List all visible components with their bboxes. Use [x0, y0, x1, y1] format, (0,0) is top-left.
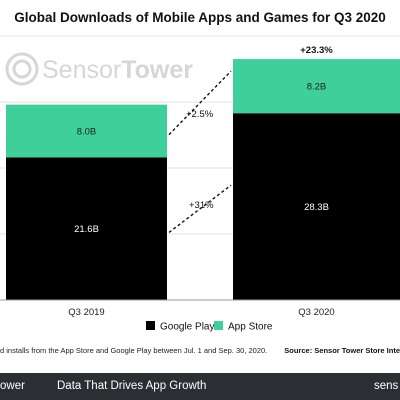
footer-tagline: Data That Drives App Growth	[57, 380, 207, 392]
x-tick-q3-2020: Q3 2020	[298, 307, 334, 318]
bar-q3-2019-app-store	[6, 104, 167, 158]
footnote: d installs from the App Store and Google…	[0, 346, 267, 355]
label-q3-2020-google-play: 28.3B	[304, 202, 329, 213]
legend-swatch-google-play	[146, 321, 155, 330]
legend-label-app-store: App Store	[228, 322, 273, 333]
total-growth-label: +23.3%	[300, 45, 333, 56]
label-q3-2019-app-store: 8.0B	[77, 127, 97, 138]
bar-q3-2020-app-store	[233, 59, 400, 114]
footer-brand-fragment-right: sens	[374, 380, 399, 392]
label-q3-2020-app-store: 8.2B	[307, 82, 327, 93]
bars	[6, 59, 400, 300]
sensor-tower-logo-inner-ring	[12, 59, 32, 79]
app-store-growth-connector	[168, 70, 232, 136]
chart: Global Downloads of Mobile Apps and Game…	[0, 10, 400, 355]
legend-swatch-app-store	[214, 321, 223, 330]
footer-brand-fragment: ower	[0, 380, 25, 392]
bar-q3-2020-google-play	[233, 113, 400, 300]
google-play-growth-label: +31%	[189, 200, 214, 211]
sensor-tower-logo-icon	[5, 52, 39, 86]
sensor-tower-watermark: SensorTower	[5, 52, 193, 86]
x-tick-q3-2019: Q3 2019	[68, 307, 104, 318]
bar-q3-2019-google-play	[6, 157, 167, 300]
google-play-growth-connector	[168, 184, 232, 233]
label-q3-2019-google-play: 21.6B	[74, 224, 99, 235]
legend-label-google-play: Google Play	[160, 322, 214, 333]
footer-bar: ower Data That Drives App Growth sens	[0, 373, 400, 400]
source-note: Source: Sensor Tower Store Inte	[284, 346, 400, 355]
watermark-text: SensorTower	[42, 56, 193, 84]
chart-title: Global Downloads of Mobile Apps and Game…	[14, 10, 386, 25]
legend: Google Play App Store	[146, 321, 273, 333]
app-store-growth-label: +2.5%	[186, 109, 214, 120]
